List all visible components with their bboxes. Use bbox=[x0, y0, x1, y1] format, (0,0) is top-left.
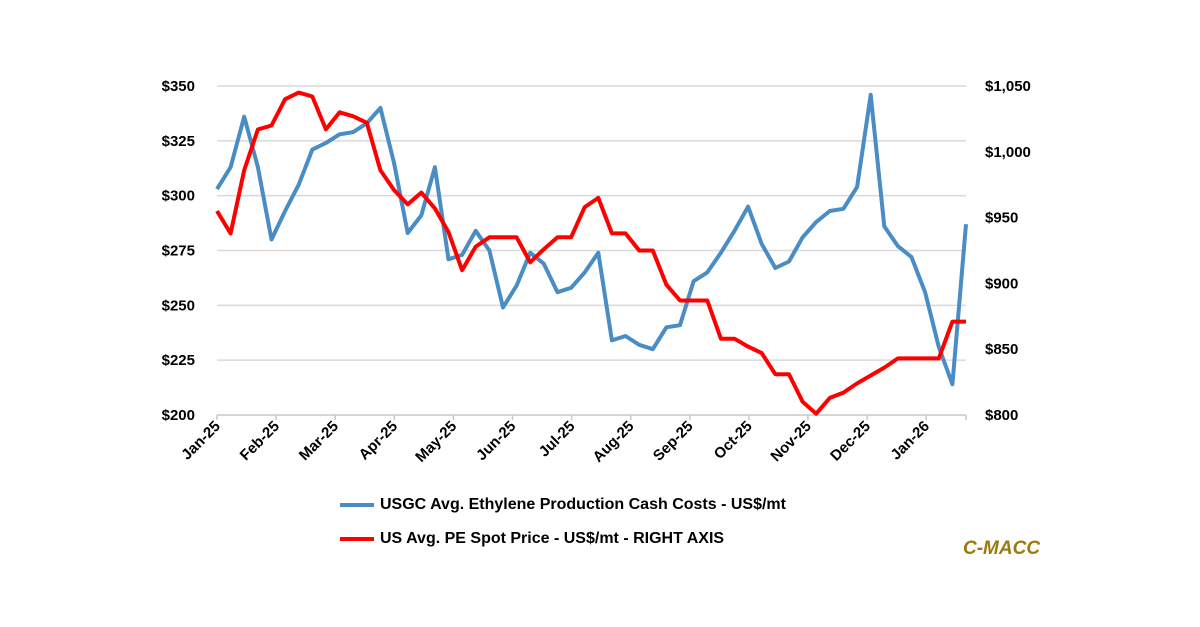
y-left-tick-label: $325 bbox=[162, 133, 195, 150]
legend-swatch-red bbox=[340, 537, 374, 541]
c-macc-logo: C-MACC bbox=[963, 538, 1041, 559]
y-left-tick-label: $250 bbox=[162, 297, 195, 314]
x-tick-label: Dec-25 bbox=[827, 418, 874, 465]
x-tick-label: Oct-25 bbox=[711, 418, 756, 463]
x-tick-label: Mar-25 bbox=[296, 418, 342, 464]
y-right-tick-label: $1,000 bbox=[985, 144, 1031, 161]
series-line-pe-price bbox=[215, 90, 966, 416]
y-right-tick-label: $900 bbox=[985, 275, 1018, 292]
legend-item-pe-price: US Avg. PE Spot Price - US$/mt - RIGHT A… bbox=[340, 530, 724, 548]
y-left-tick-label: $300 bbox=[162, 188, 195, 205]
x-tick-label: Apr-25 bbox=[356, 418, 402, 464]
legend-item-ethylene-cost: USGC Avg. Ethylene Production Cash Costs… bbox=[340, 496, 786, 514]
y-right-tick-label: $850 bbox=[985, 341, 1018, 358]
y-right-tick-label: $950 bbox=[985, 210, 1018, 227]
legend-swatch-blue bbox=[340, 503, 374, 507]
y-left-tick-label: $350 bbox=[162, 78, 195, 95]
y-left-tick-label: $225 bbox=[162, 352, 195, 369]
x-tick-label: Nov-25 bbox=[767, 418, 814, 465]
x-tick-label: May-25 bbox=[412, 418, 460, 466]
legend-label: US Avg. PE Spot Price - US$/mt - RIGHT A… bbox=[380, 530, 725, 547]
y-right-tick-label: $800 bbox=[985, 407, 1018, 424]
x-tick-label: Jun-25 bbox=[473, 418, 519, 464]
x-tick-label: Jan-26 bbox=[887, 418, 933, 464]
legend-label: USGC Avg. Ethylene Production Cash Costs… bbox=[380, 496, 786, 513]
x-tick-label: Jul-25 bbox=[536, 418, 579, 461]
x-tick-label: Sep-25 bbox=[650, 418, 697, 465]
y-left-tick-label: $275 bbox=[162, 243, 195, 260]
y-right-tick-label: $1,050 bbox=[985, 78, 1031, 95]
x-tick-label: Feb-25 bbox=[237, 418, 283, 464]
series-line-ethylene-cost bbox=[215, 92, 968, 387]
x-tick-label: Aug-25 bbox=[590, 418, 638, 466]
y-left-tick-label: $200 bbox=[162, 407, 195, 424]
x-tick-label: Jan-25 bbox=[178, 418, 224, 464]
